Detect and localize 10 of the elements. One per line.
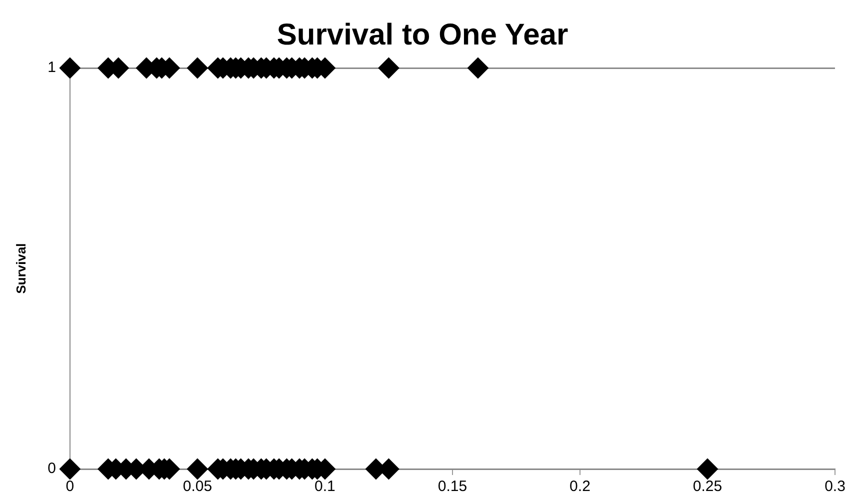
x-tick-label: 0.1 (314, 478, 336, 496)
y-tick-label: 1 (48, 59, 56, 76)
y-axis-title: Survival (13, 243, 28, 294)
x-tick-label: 0 (66, 478, 74, 496)
x-tick-label: 0.15 (438, 478, 468, 496)
x-tick-label: 0.2 (570, 478, 590, 496)
chart-title: Survival to One Year (276, 18, 568, 52)
x-tick-label: 0.25 (692, 478, 722, 496)
x-tick-label: 0.3 (824, 478, 846, 496)
x-tick-label: 0.05 (182, 478, 212, 496)
